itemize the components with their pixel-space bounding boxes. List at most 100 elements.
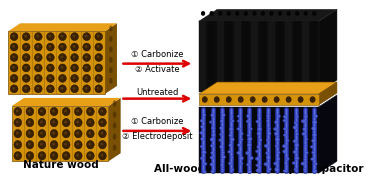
Ellipse shape <box>283 134 287 136</box>
Ellipse shape <box>302 132 306 136</box>
Ellipse shape <box>230 115 233 118</box>
Ellipse shape <box>38 140 46 149</box>
Ellipse shape <box>221 155 226 159</box>
Ellipse shape <box>52 154 55 157</box>
Ellipse shape <box>34 33 42 41</box>
Ellipse shape <box>295 133 299 135</box>
Ellipse shape <box>12 76 15 79</box>
Ellipse shape <box>311 151 315 154</box>
Ellipse shape <box>237 120 240 122</box>
Ellipse shape <box>113 145 116 151</box>
Ellipse shape <box>36 66 39 69</box>
Ellipse shape <box>22 33 30 41</box>
Ellipse shape <box>50 129 58 138</box>
Ellipse shape <box>87 118 94 127</box>
Ellipse shape <box>46 33 54 41</box>
Ellipse shape <box>10 53 18 61</box>
Ellipse shape <box>285 139 289 142</box>
Ellipse shape <box>76 121 79 123</box>
Ellipse shape <box>220 120 224 122</box>
Ellipse shape <box>83 43 91 51</box>
Ellipse shape <box>283 115 287 119</box>
Ellipse shape <box>226 97 231 103</box>
Ellipse shape <box>210 156 214 159</box>
Polygon shape <box>8 23 117 31</box>
Ellipse shape <box>230 156 234 159</box>
Ellipse shape <box>304 158 307 161</box>
Ellipse shape <box>16 121 19 123</box>
Ellipse shape <box>274 168 279 171</box>
Ellipse shape <box>62 107 70 116</box>
Ellipse shape <box>46 74 54 82</box>
Ellipse shape <box>283 150 287 153</box>
Ellipse shape <box>247 143 251 147</box>
Ellipse shape <box>46 64 54 72</box>
Polygon shape <box>12 106 108 161</box>
Ellipse shape <box>22 53 30 61</box>
Ellipse shape <box>283 119 287 122</box>
Ellipse shape <box>52 121 55 123</box>
Ellipse shape <box>304 11 308 16</box>
Ellipse shape <box>246 163 250 166</box>
Ellipse shape <box>50 140 58 149</box>
Ellipse shape <box>60 56 63 58</box>
Ellipse shape <box>99 152 106 160</box>
Ellipse shape <box>305 138 308 140</box>
Ellipse shape <box>203 170 206 173</box>
Ellipse shape <box>76 132 79 135</box>
Ellipse shape <box>40 121 43 123</box>
Ellipse shape <box>313 170 317 173</box>
Ellipse shape <box>109 46 113 52</box>
Ellipse shape <box>22 43 30 51</box>
Ellipse shape <box>314 115 318 118</box>
Ellipse shape <box>200 125 204 128</box>
Polygon shape <box>8 31 105 94</box>
Ellipse shape <box>85 45 87 48</box>
Ellipse shape <box>64 109 67 112</box>
Ellipse shape <box>95 85 103 93</box>
Ellipse shape <box>22 85 30 93</box>
Ellipse shape <box>203 162 207 165</box>
Ellipse shape <box>34 85 42 93</box>
Ellipse shape <box>60 35 63 37</box>
Ellipse shape <box>83 85 91 93</box>
Ellipse shape <box>95 64 103 72</box>
Polygon shape <box>199 94 319 105</box>
Ellipse shape <box>274 162 278 165</box>
Ellipse shape <box>267 127 271 130</box>
Ellipse shape <box>311 127 316 130</box>
Ellipse shape <box>101 143 103 146</box>
Polygon shape <box>294 21 301 92</box>
Ellipse shape <box>293 150 297 154</box>
Ellipse shape <box>311 158 314 161</box>
Ellipse shape <box>64 121 67 123</box>
Ellipse shape <box>88 132 91 135</box>
Ellipse shape <box>312 133 316 136</box>
Ellipse shape <box>48 45 51 48</box>
Ellipse shape <box>220 133 223 136</box>
Ellipse shape <box>14 118 22 127</box>
Ellipse shape <box>83 53 91 61</box>
Ellipse shape <box>12 35 15 37</box>
Ellipse shape <box>252 11 257 16</box>
Ellipse shape <box>24 87 27 90</box>
Ellipse shape <box>250 97 256 103</box>
Ellipse shape <box>83 64 91 72</box>
Ellipse shape <box>268 168 271 171</box>
Ellipse shape <box>12 66 15 69</box>
Polygon shape <box>225 21 232 92</box>
Ellipse shape <box>97 35 99 37</box>
Ellipse shape <box>36 45 39 48</box>
Ellipse shape <box>71 74 79 82</box>
Ellipse shape <box>286 97 291 103</box>
Ellipse shape <box>244 11 248 16</box>
Ellipse shape <box>211 170 214 173</box>
Ellipse shape <box>282 144 287 148</box>
Ellipse shape <box>101 154 103 157</box>
Ellipse shape <box>302 128 307 131</box>
Ellipse shape <box>74 118 82 127</box>
Ellipse shape <box>38 152 46 160</box>
Polygon shape <box>234 21 241 92</box>
Ellipse shape <box>229 128 233 131</box>
Ellipse shape <box>257 146 260 148</box>
